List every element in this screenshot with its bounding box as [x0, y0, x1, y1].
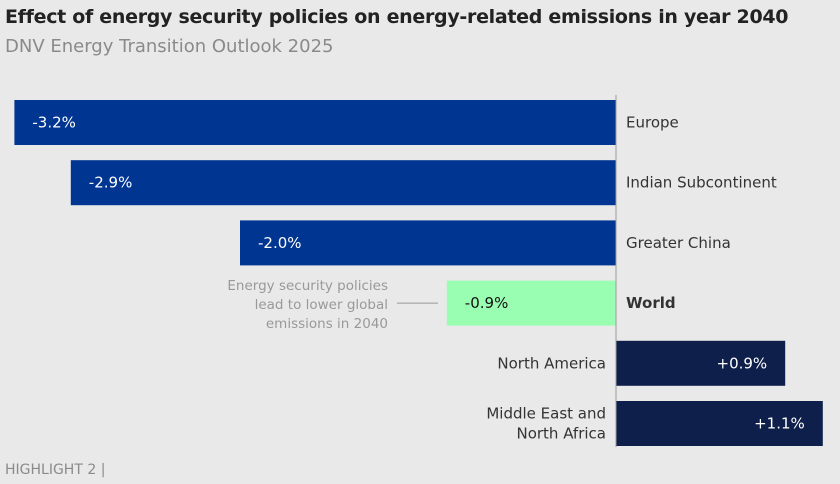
- category-label-world: World: [626, 294, 676, 312]
- category-label-middle-east-and-north-africa: Middle East and: [486, 405, 606, 423]
- value-label-greater-china: -2.0%: [258, 234, 302, 252]
- value-label-indian-subcontinent: -2.9%: [89, 174, 133, 192]
- category-label-indian-subcontinent: Indian Subcontinent: [626, 174, 777, 192]
- bar-world: [446, 280, 616, 326]
- annotation-text: Energy security policies: [227, 278, 388, 294]
- category-label-middle-east-and-north-africa: North Africa: [516, 425, 606, 443]
- bar-north-america: [616, 340, 786, 386]
- annotation-text: lead to lower global: [255, 297, 388, 313]
- footer-label: HIGHLIGHT 2 |: [5, 462, 106, 478]
- bar-middle-east-and-north-africa: [616, 401, 823, 446]
- value-label-middle-east-and-north-africa: +1.1%: [754, 415, 805, 433]
- bar-europe: [14, 100, 616, 145]
- category-label-europe: Europe: [626, 114, 679, 132]
- annotation-text: emissions in 2040: [266, 316, 388, 332]
- category-label-greater-china: Greater China: [626, 234, 731, 252]
- value-label-north-america: +0.9%: [717, 354, 768, 372]
- chart-title: Effect of energy security policies on en…: [5, 6, 789, 28]
- bar-greater-china: [240, 220, 616, 266]
- chart-subtitle: DNV Energy Transition Outlook 2025: [5, 36, 334, 57]
- value-label-world: -0.9%: [465, 294, 509, 312]
- bar-indian-subcontinent: [70, 160, 617, 206]
- category-label-north-america: North America: [497, 354, 606, 372]
- value-label-europe: -3.2%: [32, 114, 76, 132]
